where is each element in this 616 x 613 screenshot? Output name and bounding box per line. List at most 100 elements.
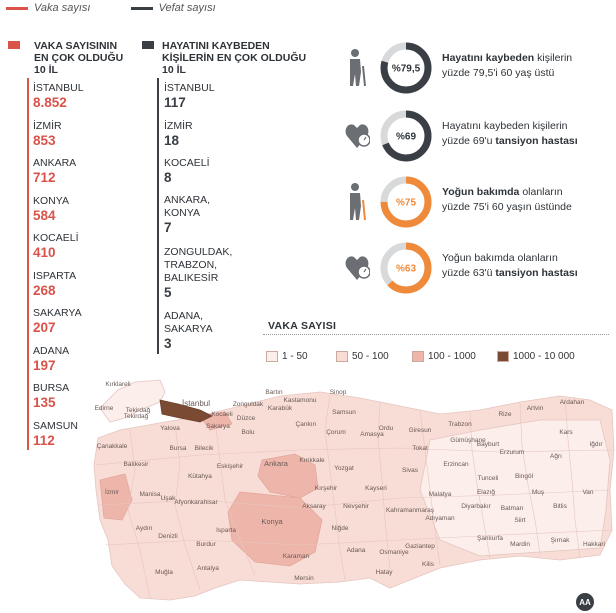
map-legend-title: VAKA SAYISI [268,320,337,332]
ring-percentage-label: %79,5 [392,64,421,75]
deaths-count: 8 [164,170,172,185]
ring-fill [380,110,432,162]
thrace-region [99,379,166,423]
deaths-list-item: KOCAELİ 8 [164,157,364,186]
province-label: Amasya [360,431,384,438]
province-label: Kocaeli [211,411,232,418]
stat-bold-text: Yoğun bakımda [442,186,520,198]
cases-list-item: ADANA 197 [33,345,233,374]
province-label: Uşak [161,495,177,502]
province-label: Tekirdağ [126,407,151,414]
province-label: Artvin [527,405,544,412]
stat-text: olanların [519,186,563,198]
province-label: İzmir [105,487,120,496]
cases-count: 410 [33,245,56,260]
province-label: Erzincan [443,461,469,468]
province-label: Zonguldak [233,401,264,408]
province-label: Balıkesir [124,461,150,468]
map-legend-swatch [497,351,509,362]
province-label: Tekirdağ [124,413,149,420]
province-label: Elazığ [477,489,495,496]
deaths-column-title: HAYATINI KAYBEDEN KİŞİLERİN EN ÇOK OLDUĞ… [142,40,306,76]
deaths-title-line: KİŞİLERİN EN ÇOK OLDUĞU [162,52,307,64]
map-legend-divider [263,334,609,336]
province-label: Aydın [136,525,153,532]
turkey-map: İstanbul Kırklareli Edirne Tekirdağ Çanakkal… [93,379,615,611]
cases-city-name: ISPARTA [33,269,77,282]
izmir-province [99,473,133,521]
province-label: Karabük [268,405,293,412]
province-label: İstanbul [182,399,210,408]
province-label: Giresun [409,427,432,434]
stat-text: yüzde 63'ü [442,267,496,279]
cases-city-name: KONYA [33,194,69,207]
cases-count: 268 [33,282,56,298]
province-label: Sivas [402,467,419,474]
aa-logo-text: AA [579,598,591,607]
percentage-ring: %79,5 [380,42,432,94]
province-label: Kırşehir [315,485,338,492]
ring-percentage-label: %63 [396,264,416,275]
ring-fill [380,242,432,294]
province-label: Rize [498,411,511,418]
province-label: Sakarya [206,423,230,430]
province-borders [95,394,613,599]
stat-bold-text: tansiyon hastası [495,135,578,147]
province-label: Yozgat [334,465,354,472]
stat-line: yüzde 69'u tansiyon hastası [442,134,578,149]
cases-count: 112 [33,432,55,448]
province-label: Bitlis [553,503,567,510]
province-label: Kütahya [188,473,212,480]
province-label: Bingöl [515,473,534,480]
istanbul-province [159,399,213,423]
stat-line: Yoğun bakımda olanların [442,251,578,266]
cases-title-line: EN ÇOK OLDUĞU [34,52,124,64]
map-legend-key: 100 - 1000 [412,351,476,362]
province-label: Kahramanmaraş [386,507,435,514]
top-legend: Vaka sayısı Vefat sayısı [6,2,216,14]
province-label: Isparta [216,527,236,534]
province-label: Siirt [514,517,525,524]
percentage-ring: %69 [380,110,432,162]
cases-city-name: ANKARA [33,157,77,169]
elderly-person-icon [350,183,366,221]
cases-title-bar [8,41,20,49]
province-label: Ordu [379,425,394,432]
map-legend-label: 100 - 1000 [428,351,476,363]
province-label: Düzce [237,415,256,422]
province-label: Konya [261,517,283,526]
stat-text: yüzde 69'u [442,135,496,147]
deaths-count: 7 [164,220,172,235]
map-legend-label: 1000 - 10 000 [513,351,575,363]
cases-list-item: ISPARTA 268 [33,270,233,299]
province-labels: İstanbul Kırklareli Edirne Tekirdağ Çanakkal… [95,381,605,582]
cases-list-item: KONYA 584 [33,195,233,224]
province-label: Edirne [95,405,114,412]
province-label: Manisa [140,491,161,498]
province-label: Bursa [170,445,187,452]
province-label: Ankara [264,459,289,468]
cases-legend-label: Vaka sayısı [34,2,91,14]
map-legend-key: 1 - 50 [266,351,308,362]
province-label: Adana [347,547,366,554]
province-label: Muğla [155,569,173,576]
province-label: Ağrı [550,453,562,460]
cases-list-item: KOCAELİ 410 [33,232,233,261]
deaths-city-name: ADANA, [164,310,204,322]
province-label: Ardahan [560,399,585,406]
deaths-title-line: 10 İL [162,64,186,76]
cases-city-name: SAMSUN [33,419,78,432]
province-label: Kilis [422,561,435,568]
deaths-list-item: ZONGULDAK, TRABZON, BALIKESİR 5 [164,246,364,301]
cases-list-item: İSTANBUL 8.852 [33,82,233,111]
province-label: Kars [559,429,573,436]
stat-description: Yoğun bakımda olanların yüzde 75'i 60 yaş… [442,185,572,215]
province-label: Nevşehir [343,503,369,510]
province-label: Aksaray [302,503,326,510]
province-label: Bilecik [195,445,215,452]
stat-description: Hayatını kaybeden kişilerin yüzde 69'u ta… [442,119,578,149]
stat-line: Hayatını kaybeden kişilerin [442,51,572,66]
map-legend-key: 50 - 100 [336,351,389,362]
province-label: Mersin [294,575,314,582]
deaths-count: 117 [164,95,186,110]
